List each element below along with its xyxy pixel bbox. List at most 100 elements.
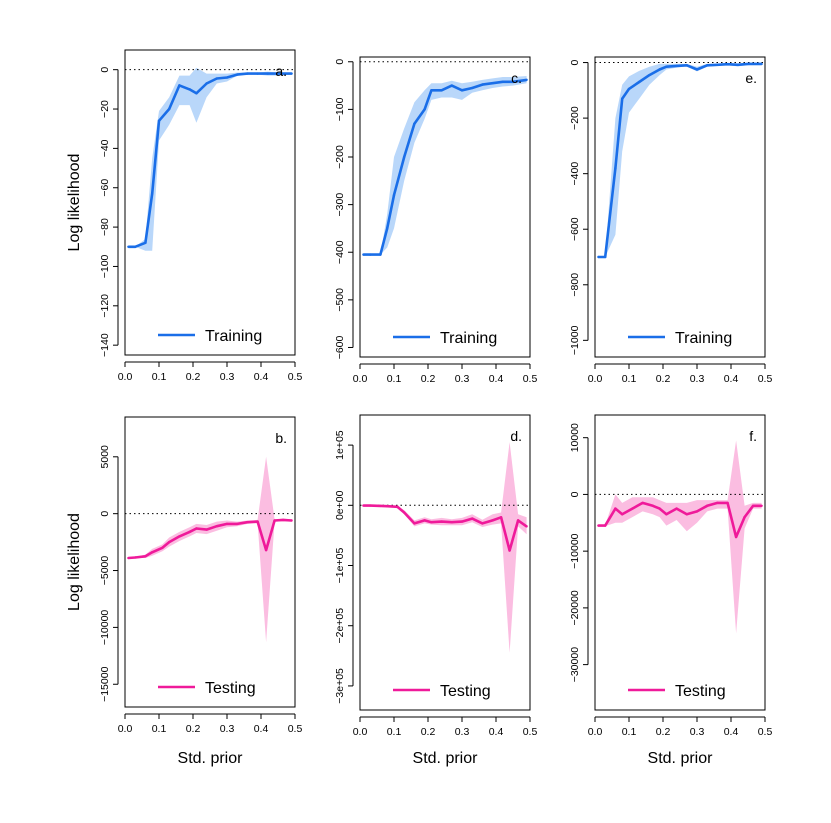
- mean-line: [363, 78, 527, 256]
- data-point: [225, 76, 229, 79]
- data-point: [256, 72, 259, 75]
- data-point: [726, 501, 729, 505]
- y-tick-label: −400: [334, 240, 346, 264]
- data-point: [127, 556, 130, 560]
- plot-frame: [359, 414, 531, 711]
- data-point: [499, 516, 503, 519]
- data-point: [134, 556, 137, 559]
- plot-frame: [124, 49, 296, 356]
- data-point: [379, 253, 382, 256]
- y-tick-label: −60: [99, 179, 111, 197]
- data-point: [511, 80, 515, 83]
- data-point: [195, 92, 198, 95]
- data-point: [403, 155, 406, 159]
- y-tick-label: −5000: [99, 556, 111, 586]
- y-tick-label: −600: [334, 335, 346, 359]
- legend-label: Training: [205, 328, 262, 345]
- data-point: [638, 80, 641, 84]
- plot-frame: [594, 56, 766, 358]
- data-point: [597, 255, 600, 259]
- data-point: [178, 535, 181, 538]
- x-tick-label: 0.0: [588, 373, 603, 385]
- data-point: [746, 62, 750, 66]
- data-point: [215, 77, 218, 80]
- y-tick-label: 0: [569, 59, 581, 65]
- y-tick-label: −200: [569, 106, 581, 130]
- data-point: [675, 507, 678, 510]
- mean-line: [128, 72, 292, 249]
- y-tick-label: 0: [569, 491, 581, 497]
- data-point: [396, 505, 399, 509]
- data-point: [481, 83, 484, 86]
- data-point: [471, 517, 474, 520]
- y-tick-label: 0: [99, 511, 111, 517]
- x-tick-label: 0.4: [254, 371, 269, 383]
- data-point: [362, 253, 365, 256]
- panel-letter: e.: [745, 70, 757, 86]
- x-tick-label: 0.3: [690, 373, 705, 385]
- y-tick-label: −15000: [99, 666, 111, 701]
- panel-letter: d.: [510, 428, 522, 444]
- data-point: [658, 68, 661, 71]
- plot-frame: [124, 416, 296, 708]
- y-tick-label: −20: [99, 100, 111, 118]
- x-tick-label: 0.2: [186, 371, 201, 383]
- data-point: [276, 72, 280, 75]
- legend-label: Testing: [675, 683, 726, 700]
- confidence-band: [598, 63, 762, 257]
- data-point: [392, 193, 396, 197]
- y-tick-label: −120: [99, 294, 111, 318]
- data-point: [760, 504, 763, 507]
- data-point: [450, 84, 453, 87]
- y-tick-label: −500: [334, 288, 346, 312]
- x-tick-label: 0.1: [622, 373, 637, 385]
- data-point: [450, 520, 453, 524]
- panel-b: 0.0 0.1 0.2 0.3 0.4 0.5 5000 0 −5000 −10000 −15000…: [66, 416, 302, 767]
- legend-label: Training: [675, 330, 732, 347]
- data-point: [648, 73, 651, 77]
- data-point: [751, 504, 755, 507]
- x-tick-label: 0.3: [455, 726, 470, 738]
- y-tick-label: −1000: [569, 325, 581, 355]
- y-tick-label: −800: [569, 273, 581, 297]
- y-tick-label: −200: [334, 145, 346, 169]
- data-point: [430, 89, 433, 92]
- data-point: [501, 80, 504, 83]
- x-tick-label: 0.2: [421, 373, 436, 385]
- data-point: [631, 507, 634, 510]
- panel-d: 0.0 0.1 0.2 0.3 0.4 0.5 1e+05 0e+00 −1e+05 −2e+05…: [334, 414, 537, 767]
- y-tick-label: 0e+00: [334, 490, 346, 520]
- data-point: [471, 86, 474, 90]
- plot-frame: [359, 56, 531, 358]
- data-point: [290, 72, 293, 75]
- data-point: [369, 253, 372, 256]
- data-point: [246, 72, 249, 75]
- x-tick-label: 0.0: [353, 373, 368, 385]
- y-tick-label: −30000: [569, 647, 581, 682]
- legend-label: Testing: [440, 683, 491, 700]
- y-tick-label: −300: [334, 193, 346, 217]
- data-point: [144, 241, 147, 245]
- data-point: [440, 89, 443, 92]
- data-point: [440, 520, 443, 523]
- legend-label: Training: [440, 330, 497, 347]
- mean-line: [598, 62, 762, 259]
- plot-frame: [594, 414, 766, 711]
- panel-a: 0.0 0.1 0.2 0.3 0.4 0.5 0 −20 −40 −60 −80 −100 −120 −…: [66, 49, 302, 383]
- x-tick-label: 0.3: [455, 373, 470, 385]
- data-point: [386, 227, 389, 230]
- data-point: [281, 518, 285, 522]
- data-point: [604, 255, 607, 259]
- data-point: [127, 245, 130, 248]
- data-point: [386, 505, 389, 508]
- x-tick-label: 0.4: [489, 726, 504, 738]
- x-tick-label: 0.1: [387, 726, 402, 738]
- y-tick-label: −1e+05: [334, 548, 346, 584]
- x-tick-label: 0.5: [523, 373, 538, 385]
- x-tick-label: 0.5: [758, 726, 773, 738]
- data-point: [134, 245, 137, 248]
- data-point: [188, 530, 191, 534]
- data-point: [430, 520, 433, 524]
- x-tick-label: 0.2: [656, 726, 671, 738]
